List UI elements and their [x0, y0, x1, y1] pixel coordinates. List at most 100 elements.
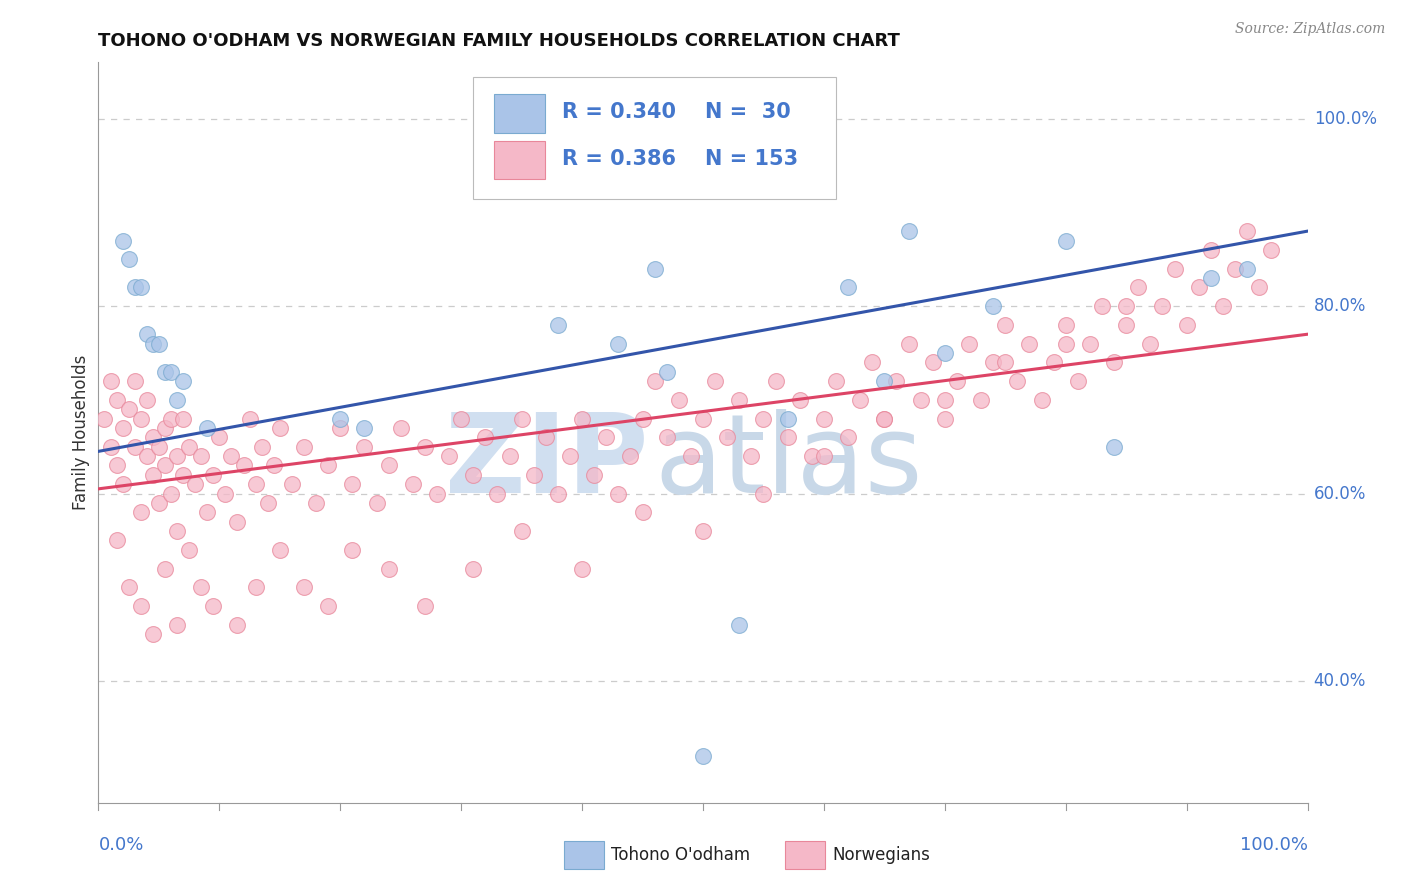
Point: [129, 505, 152, 519]
Point: [692, 524, 714, 538]
Point: [184, 477, 207, 491]
Text: atlas: atlas: [655, 409, 924, 516]
Point: [970, 392, 993, 407]
Point: [437, 449, 460, 463]
Text: TOHONO O'ODHAM VS NORWEGIAN FAMILY HOUSEHOLDS CORRELATION CHART: TOHONO O'ODHAM VS NORWEGIAN FAMILY HOUSE…: [98, 32, 900, 50]
Point: [644, 261, 666, 276]
Point: [558, 449, 581, 463]
Point: [1199, 243, 1222, 257]
Point: [226, 617, 249, 632]
Point: [1042, 355, 1064, 369]
Point: [118, 402, 141, 417]
Point: [1031, 392, 1053, 407]
Point: [413, 440, 436, 454]
Text: R = 0.386    N = 153: R = 0.386 N = 153: [561, 149, 797, 169]
Point: [179, 440, 201, 454]
Point: [124, 280, 146, 294]
Point: [655, 430, 678, 444]
Point: [789, 392, 811, 407]
Point: [377, 458, 399, 473]
Point: [1236, 261, 1258, 276]
Point: [1175, 318, 1198, 332]
Point: [389, 421, 412, 435]
Point: [118, 252, 141, 267]
Point: [292, 440, 315, 454]
Point: [934, 346, 956, 360]
Point: [142, 467, 165, 482]
Point: [595, 430, 617, 444]
Point: [1152, 299, 1174, 313]
Point: [994, 355, 1017, 369]
Point: [166, 617, 188, 632]
Point: [765, 374, 787, 388]
Point: [316, 458, 339, 473]
Point: [873, 411, 896, 425]
Point: [728, 617, 751, 632]
Point: [377, 561, 399, 575]
Point: [1212, 299, 1234, 313]
Point: [692, 748, 714, 763]
Text: Tohono O'odham: Tohono O'odham: [612, 847, 751, 864]
Point: [426, 486, 449, 500]
Text: Source: ZipAtlas.com: Source: ZipAtlas.com: [1234, 22, 1385, 37]
Point: [740, 449, 762, 463]
Point: [644, 374, 666, 388]
Point: [195, 421, 218, 435]
Point: [1128, 280, 1150, 294]
Text: 60.0%: 60.0%: [1313, 484, 1367, 502]
Point: [100, 440, 122, 454]
Point: [148, 496, 170, 510]
Point: [474, 430, 496, 444]
Point: [105, 458, 128, 473]
Point: [172, 467, 194, 482]
Point: [329, 411, 352, 425]
Point: [463, 561, 485, 575]
FancyBboxPatch shape: [494, 141, 544, 179]
Point: [172, 374, 194, 388]
Point: [1115, 318, 1137, 332]
Point: [202, 467, 225, 482]
Point: [510, 524, 533, 538]
Point: [523, 467, 546, 482]
Point: [776, 430, 799, 444]
Point: [934, 411, 956, 425]
Point: [153, 561, 176, 575]
Point: [752, 486, 775, 500]
Point: [148, 336, 170, 351]
Point: [118, 580, 141, 594]
Point: [135, 327, 157, 342]
Point: [226, 515, 249, 529]
Point: [1054, 234, 1077, 248]
Point: [547, 486, 569, 500]
Point: [897, 224, 920, 238]
Text: Norwegians: Norwegians: [832, 847, 931, 864]
Point: [704, 374, 727, 388]
Point: [631, 505, 654, 519]
Point: [813, 449, 835, 463]
Point: [105, 392, 128, 407]
Point: [148, 440, 170, 454]
Point: [957, 336, 980, 351]
Point: [353, 421, 375, 435]
Point: [1188, 280, 1211, 294]
Point: [269, 421, 291, 435]
Point: [994, 318, 1017, 332]
Point: [292, 580, 315, 594]
Text: 80.0%: 80.0%: [1313, 297, 1367, 315]
Point: [413, 599, 436, 613]
Point: [160, 365, 183, 379]
Point: [860, 355, 883, 369]
Point: [547, 318, 569, 332]
Text: 100.0%: 100.0%: [1313, 110, 1376, 128]
Point: [142, 336, 165, 351]
FancyBboxPatch shape: [564, 841, 603, 870]
Point: [1018, 336, 1040, 351]
FancyBboxPatch shape: [494, 95, 544, 133]
Point: [946, 374, 969, 388]
Point: [239, 411, 262, 425]
Point: [897, 336, 920, 351]
Point: [214, 486, 236, 500]
Point: [776, 411, 799, 425]
Point: [172, 411, 194, 425]
Point: [190, 580, 212, 594]
